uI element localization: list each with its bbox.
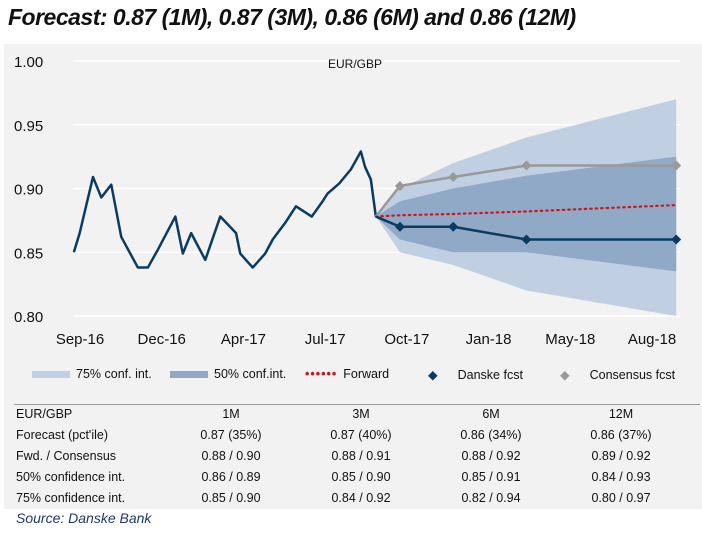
legend-swatch-75 xyxy=(32,370,70,378)
x-tick-label: May-18 xyxy=(545,331,595,348)
forecast-table: EUR/GBP 1M 3M 6M 12M Forecast (pct'ile) 0… xyxy=(16,403,702,508)
divider xyxy=(14,404,700,405)
table-cell: 0.82 / 0.94 xyxy=(461,490,521,505)
table-row: 75% confidence int. 0.85 / 0.90 0.84 / 0.9… xyxy=(16,487,702,508)
legend-forward: •••••• Forward xyxy=(305,367,389,381)
legend-label: Forward xyxy=(343,367,390,381)
table-cell: 0.87 (35%) xyxy=(200,427,262,442)
legend-50: 50% conf.int. xyxy=(170,367,286,381)
y-tick-label: 0.85 xyxy=(14,245,43,262)
danske-marker xyxy=(394,221,405,232)
legend-75: 75% conf. int. xyxy=(32,367,152,381)
band-50 xyxy=(375,156,677,272)
consensus-marker xyxy=(671,160,682,171)
table-header-cell: 3M xyxy=(352,406,370,421)
table-cell: 0.86 (37%) xyxy=(590,427,652,442)
table-cell: 50% confidence int. xyxy=(16,469,126,484)
table-cell: 0.86 / 0.89 xyxy=(201,469,261,484)
chart-title: Forecast: 0.87 (1M), 0.87 (3M), 0.86 (6M… xyxy=(8,4,576,30)
table-header: EUR/GBP 1M 3M 6M 12M xyxy=(16,403,702,424)
table-row: Fwd. / Consensus 0.88 / 0.90 0.88 / 0.91 0.… xyxy=(16,445,702,466)
table-cell: 0.88 / 0.92 xyxy=(461,448,521,463)
legend-label: 75% conf. int. xyxy=(76,367,152,381)
y-tick-label: 0.90 xyxy=(14,182,43,199)
legend-consensus: ◆ Consensus fcst xyxy=(560,367,676,383)
danske-marker xyxy=(671,234,682,245)
legend-label: Consensus fcst xyxy=(589,367,676,382)
x-tick-label: Jul-17 xyxy=(305,331,346,348)
table-cell: 0.84 / 0.92 xyxy=(331,490,391,505)
legend-dots: •••••• xyxy=(305,367,338,381)
table-cell: 0.84 / 0.93 xyxy=(591,469,651,484)
table-cell: 0.89 / 0.92 xyxy=(591,448,651,463)
table-header-cell: EUR/GBP xyxy=(16,406,73,421)
legend-label: 50% conf.int. xyxy=(214,367,287,381)
table-cell: 0.88 / 0.91 xyxy=(331,448,391,463)
legend-label: Danske fcst xyxy=(457,367,523,382)
diamond-icon: ◆ xyxy=(428,368,438,382)
y-tick-label: 0.80 xyxy=(14,309,43,326)
legend-danske: ◆ Danske fcst xyxy=(428,367,523,383)
x-tick-label: Sep-16 xyxy=(56,331,104,348)
table-cell: 0.87 (40%) xyxy=(330,427,392,442)
consensus-marker xyxy=(394,180,405,191)
x-tick-label: Dec-16 xyxy=(138,331,186,348)
chart-subtitle: EUR/GBP xyxy=(328,57,382,71)
x-tick-label: Oct-17 xyxy=(384,331,429,348)
y-tick-label: 0.95 xyxy=(14,118,43,135)
table-cell: 0.80 / 0.97 xyxy=(591,490,651,505)
table-cell: Forecast (pct'ile) xyxy=(16,427,108,442)
table-cell: 0.88 / 0.90 xyxy=(201,448,261,463)
plot-area: 1.00 0.95 0.90 0.85 0.80 Sep-16 Dec-16 Apr-17 Ju… xyxy=(14,54,682,348)
consensus-marker xyxy=(521,160,532,171)
table-cell: 0.86 (34%) xyxy=(460,427,522,442)
table-header-cell: 12M xyxy=(608,406,634,421)
legend-swatch-50 xyxy=(170,370,208,378)
source-note: Source: Danske Bank xyxy=(16,510,152,526)
table-cell: 0.85 / 0.91 xyxy=(461,469,521,484)
danske-marker xyxy=(448,221,459,232)
history-line xyxy=(72,150,378,269)
table-row: 50% confidence int. 0.86 / 0.89 0.85 / 0.9… xyxy=(16,466,702,487)
forward-line xyxy=(374,203,678,218)
table-header-cell: 1M xyxy=(222,406,240,421)
y-tick-label: 1.00 xyxy=(14,54,43,71)
table-row: Forecast (pct'ile) 0.87 (35%) 0.87 (40%) 0.… xyxy=(16,424,702,445)
danske-marker xyxy=(521,234,532,245)
x-tick-label: Jan-18 xyxy=(466,331,512,348)
consensus-marker xyxy=(448,172,459,183)
table-cell: Fwd. / Consensus xyxy=(16,448,117,463)
diamond-icon: ◆ xyxy=(560,368,570,382)
table-cell: 0.85 / 0.90 xyxy=(331,469,391,484)
table-cell: 75% confidence int. xyxy=(16,490,126,505)
x-tick-label: Aug-18 xyxy=(628,331,676,348)
table-header-cell: 6M xyxy=(482,406,500,421)
table-cell: 0.85 / 0.90 xyxy=(201,490,261,505)
x-tick-label: Apr-17 xyxy=(221,331,266,348)
